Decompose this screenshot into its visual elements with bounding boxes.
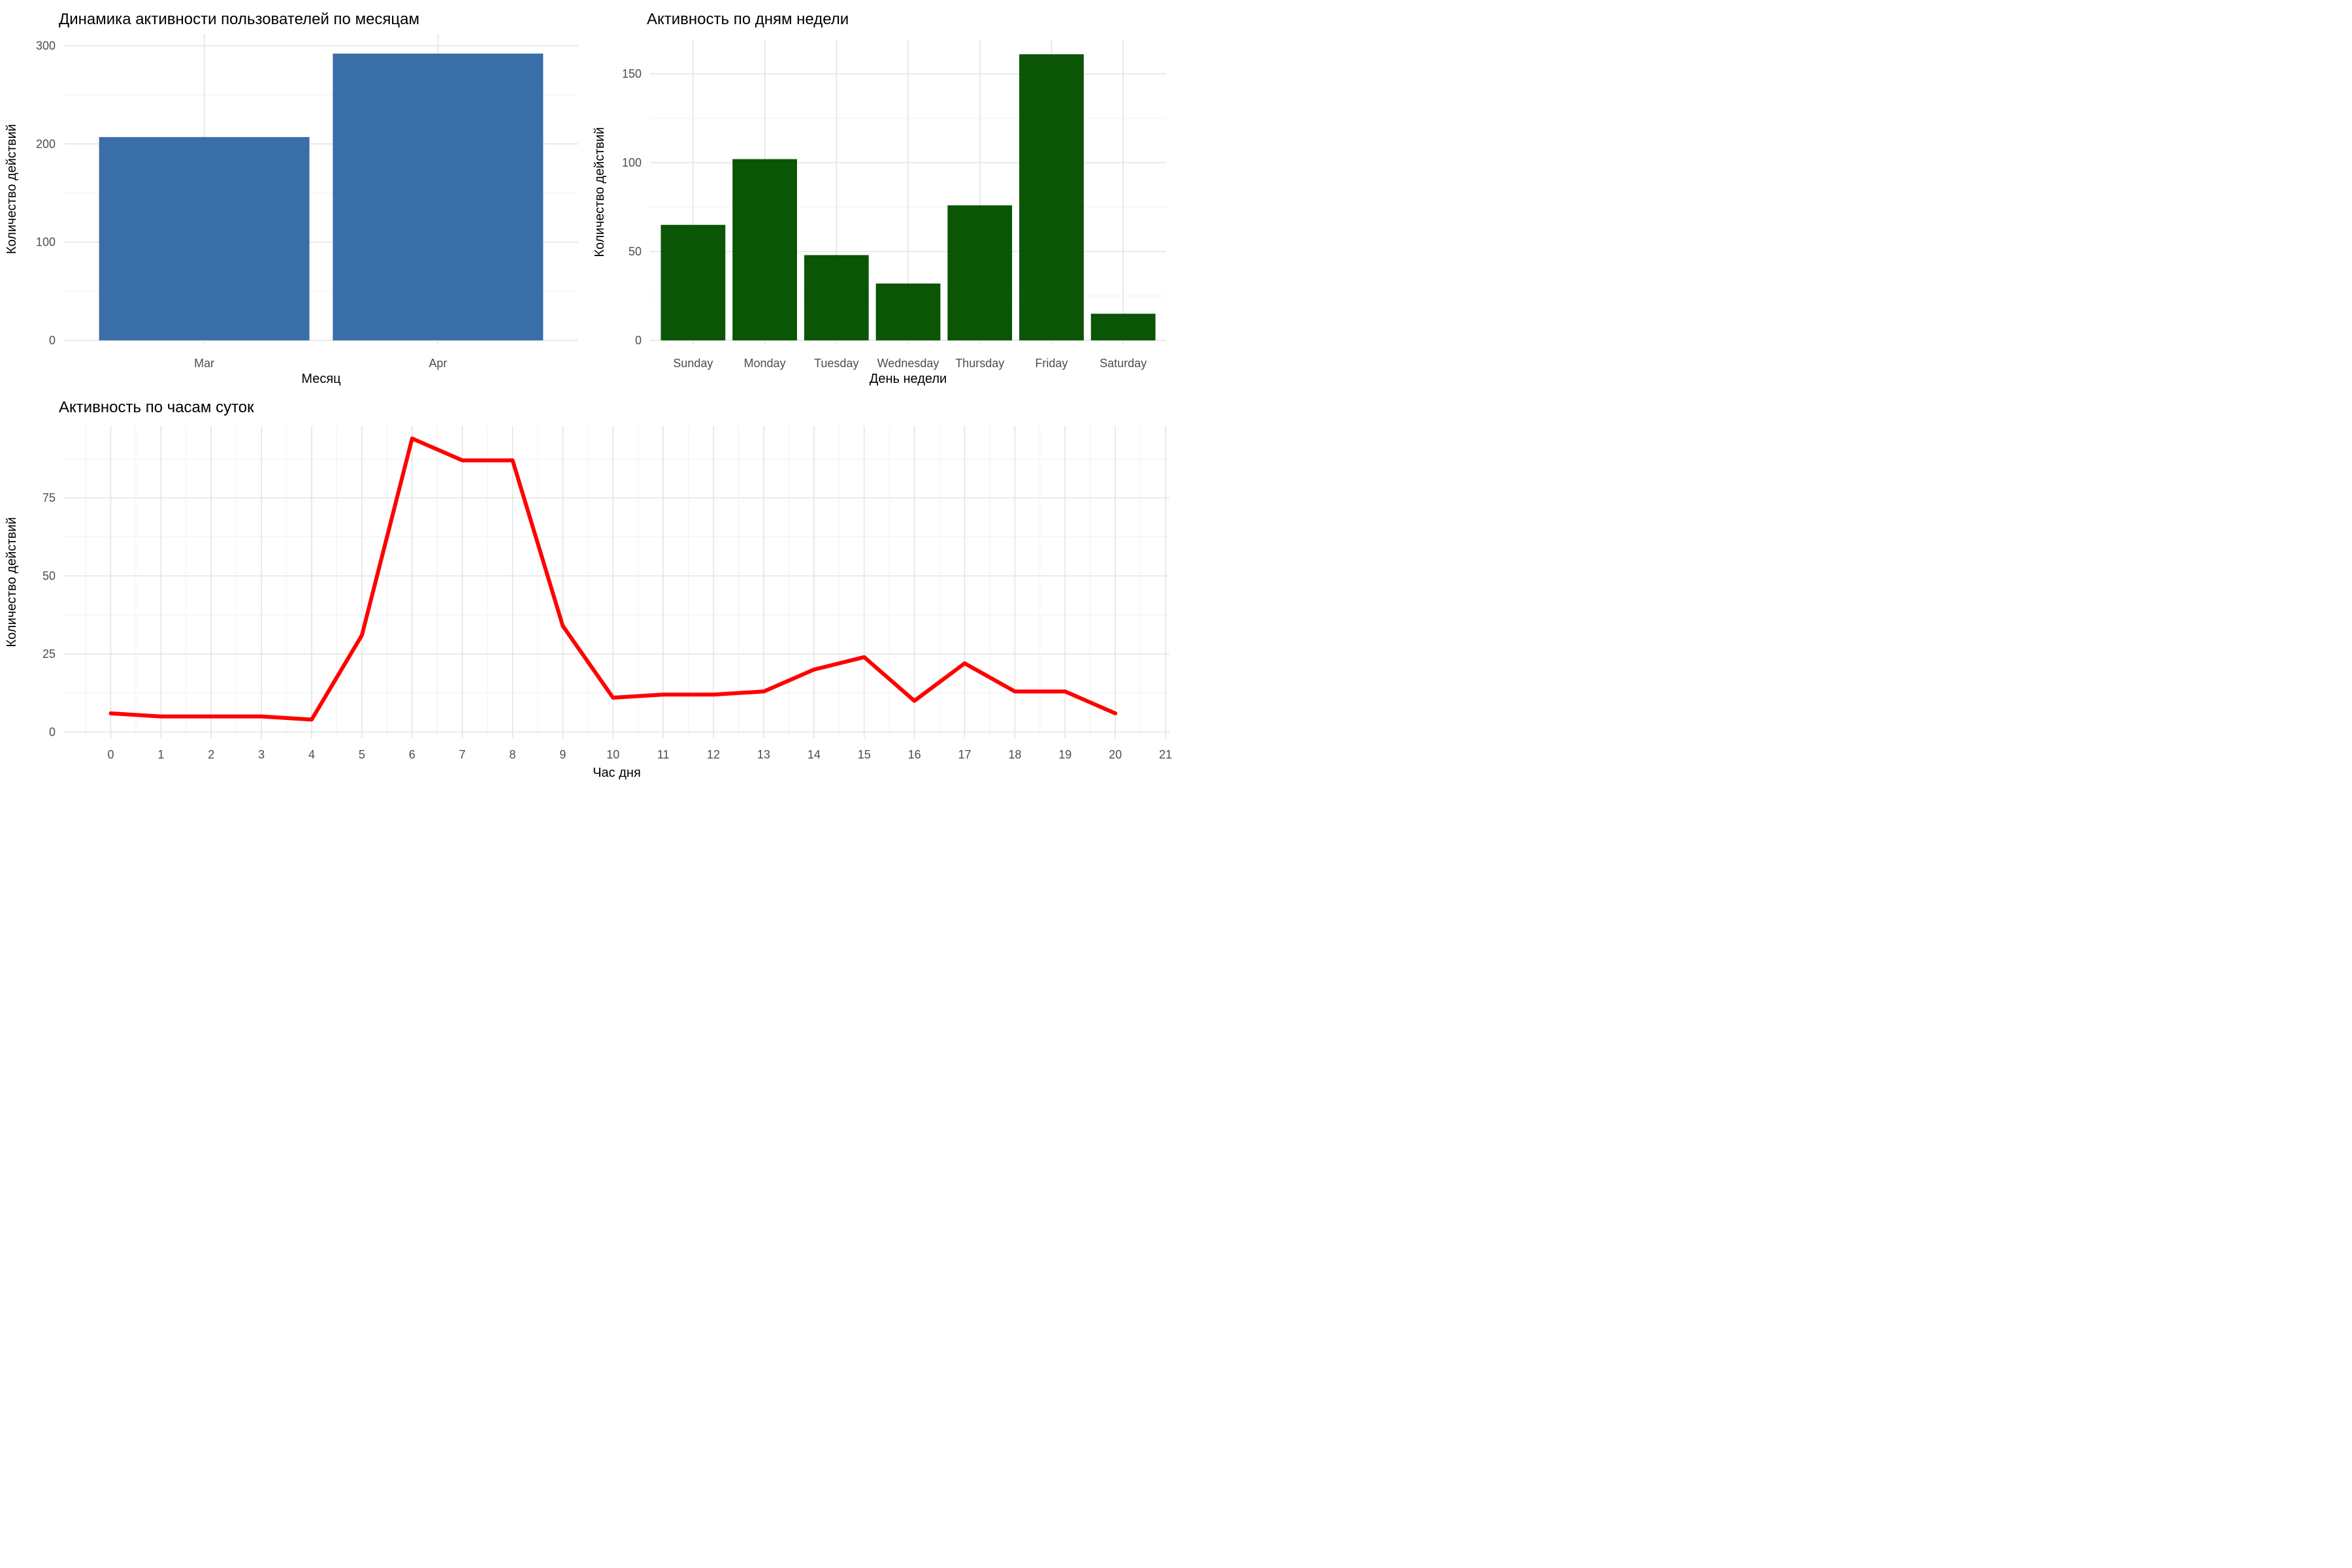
top-charts-row: Динамика активности пользователей по мес…: [0, 0, 1176, 385]
x-tick-label: 20: [1109, 748, 1122, 761]
x-axis-title: День недели: [870, 372, 947, 385]
x-tick-label: 8: [510, 748, 516, 761]
x-tick-label: 16: [908, 748, 921, 761]
x-tick-label: 14: [808, 748, 821, 761]
bottom-charts-row: Активность по часам суток 0 1 2 3 4 5 6 7 8 9 10 11…: [0, 385, 1176, 784]
x-tick-label: Mar: [194, 357, 214, 370]
x-tick-label: 4: [308, 748, 315, 761]
x-tick-label: 18: [1008, 748, 1021, 761]
x-tick-label: 15: [858, 748, 871, 761]
x-tick-label: Saturday: [1100, 357, 1147, 370]
x-tick-label: 1: [157, 748, 164, 761]
x-tick-label: 3: [258, 748, 265, 761]
x-tick-label: 17: [958, 748, 971, 761]
y-tick-label: 150: [622, 67, 642, 80]
x-tick-label: 5: [359, 748, 365, 761]
bar-wednesday: [875, 283, 941, 340]
x-tick-label: Sunday: [673, 357, 713, 370]
monthly-chart-title: Динамика активности пользователей по мес…: [59, 10, 419, 28]
weekday-bar-plot: Sunday Monday Tuesday Wednesday Thursday Frid…: [593, 40, 1166, 385]
geoms: [99, 54, 544, 340]
x-tick-label: Monday: [744, 357, 786, 370]
bar-thursday: [947, 205, 1013, 340]
chart-monthly-activity: Динамика активности пользователей по мес…: [0, 0, 588, 385]
activity-line: [108, 436, 1118, 722]
x-tick-label: 7: [459, 748, 466, 761]
x-tick-label: 6: [409, 748, 416, 761]
x-tick-label: Thursday: [955, 357, 1004, 370]
geoms: [661, 54, 1156, 340]
axis-text: Sunday Monday Tuesday Wednesday Thursday Frid…: [593, 67, 1147, 385]
y-tick-label: 300: [36, 39, 56, 52]
y-tick-label: 0: [49, 334, 56, 347]
bar-mar: [99, 137, 310, 340]
x-tick-label: Wednesday: [877, 357, 939, 370]
y-tick-label: 0: [635, 334, 642, 347]
chart-hourly-activity: Активность по часам суток 0 1 2 3 4 5 6 7 8 9 10 11…: [0, 385, 1176, 784]
y-axis-title: Количество действий: [5, 124, 19, 254]
axis-text: Mar Apr 0 100 200 300 Месяц Количество действий: [5, 39, 447, 385]
bar-saturday: [1090, 314, 1156, 340]
x-tick-label: 13: [757, 748, 770, 761]
geoms: [108, 436, 1118, 722]
x-tick-label: Apr: [429, 357, 447, 370]
x-tick-label: 0: [107, 748, 114, 761]
x-tick-label: 21: [1159, 748, 1172, 761]
gridlines: [64, 426, 1169, 738]
y-axis-title: Количество действий: [5, 517, 19, 647]
x-tick-label: 19: [1058, 748, 1071, 761]
x-tick-label: 9: [559, 748, 566, 761]
bar-monday: [732, 159, 797, 340]
y-tick-label: 75: [42, 491, 56, 504]
weekday-chart-title: Активность по дням недели: [647, 10, 849, 28]
axis-text: 0 1 2 3 4 5 6 7 8 9 10 11 12 13 14 15 16 17 18 19 20 21025507…: [5, 491, 1172, 780]
y-tick-label: 25: [42, 647, 56, 661]
x-tick-label: Friday: [1035, 357, 1068, 370]
bar-apr: [333, 54, 544, 340]
x-tick-label: 2: [208, 748, 214, 761]
monthly-bar-plot: Mar Apr 0 100 200 300 Месяц Количество действий: [5, 34, 578, 385]
bar-sunday: [661, 225, 726, 340]
y-axis-title: Количество действий: [593, 127, 607, 257]
x-tick-label: 11: [657, 748, 670, 761]
x-tick-label: 10: [606, 748, 619, 761]
y-tick-label: 0: [49, 726, 56, 739]
y-tick-label: 50: [42, 570, 56, 583]
y-tick-label: 100: [622, 156, 642, 169]
hourly-line-plot: 0 1 2 3 4 5 6 7 8 9 10 11 12 13 14 15 16 17 18 19 20 21025507…: [5, 426, 1172, 780]
y-tick-label: 100: [36, 236, 56, 249]
bar-friday: [1019, 54, 1084, 340]
y-tick-label: 200: [36, 137, 56, 150]
bar-tuesday: [804, 255, 869, 340]
x-tick-label: Tuesday: [814, 357, 858, 370]
y-tick-label: 50: [629, 245, 642, 258]
x-tick-label: 12: [707, 748, 720, 761]
x-axis-title: Месяц: [301, 372, 340, 385]
chart-weekday-activity: Активность по дням недели Sunday Monday Tu…: [588, 0, 1176, 385]
activity-dashboard: Динамика активности пользователей по мес…: [0, 0, 1176, 784]
hourly-chart-title: Активность по часам суток: [59, 399, 254, 416]
x-axis-title: Час дня: [593, 766, 641, 780]
